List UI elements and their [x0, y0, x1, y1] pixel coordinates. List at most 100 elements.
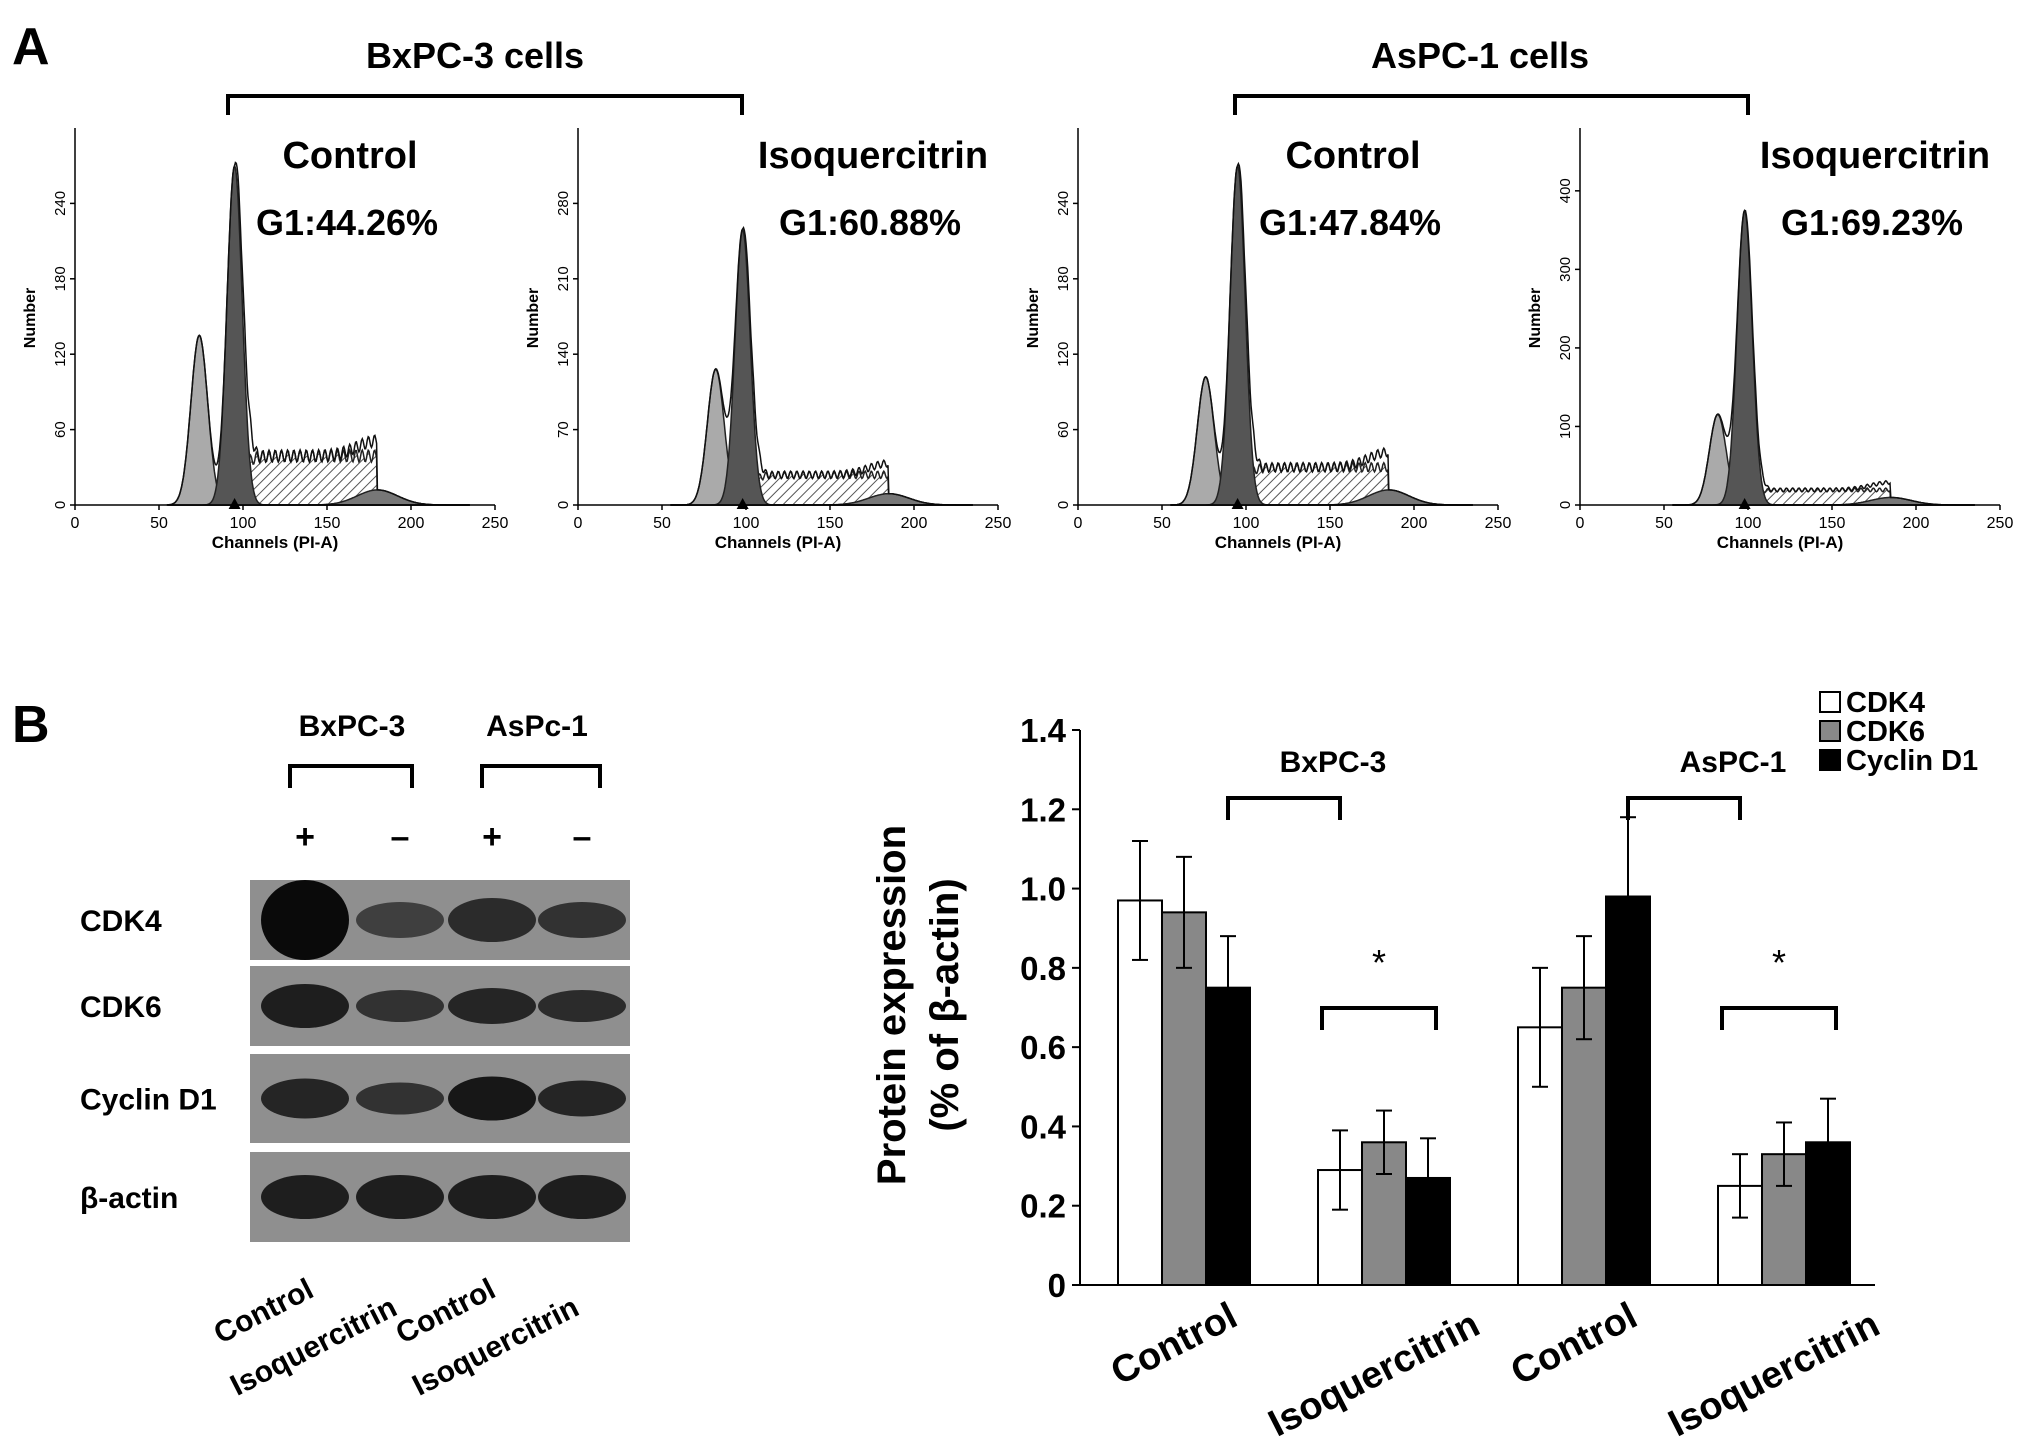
- bar-y-tick-label: 0.4: [1020, 1108, 1067, 1145]
- bar-category-label: Control: [1104, 1295, 1243, 1394]
- blot-row-label: β-actin: [80, 1182, 178, 1215]
- y-axis-label: Number: [22, 288, 39, 348]
- bar-category-label: Isoquercitrin: [1262, 1303, 1486, 1445]
- blot-cell-line: BxPC-3: [299, 710, 406, 743]
- g1-percentage: G1:47.84%: [1259, 202, 1441, 243]
- significance-bracket: [1720, 1006, 1838, 1030]
- blot-bracket: [288, 764, 414, 788]
- lane-sign: –: [391, 818, 410, 856]
- y-tick-label: 180: [52, 266, 69, 291]
- x-tick-label: 200: [398, 515, 425, 532]
- x-tick-label: 0: [574, 515, 583, 532]
- bar-y-tick-label: 0.2: [1020, 1188, 1066, 1225]
- blot-band: [448, 898, 536, 942]
- blot-band: [356, 1082, 444, 1115]
- y-axis-label: Number: [1025, 288, 1042, 348]
- bar-y-tick-label: 0: [1048, 1267, 1066, 1304]
- significance-mark: *: [1372, 942, 1386, 983]
- x-axis-label: Channels (PI-A): [1717, 533, 1844, 552]
- total-outline: [167, 161, 470, 506]
- histogram-title: Isoquercitrin: [1760, 135, 1990, 177]
- x-tick-label: 250: [482, 515, 509, 532]
- histogram-2: 0 70 140 210 280 0 50 100 150 200 250 Channels (PI-…: [525, 128, 1011, 552]
- group-left-title: BxPC-3 cells: [366, 35, 584, 76]
- y-tick-label: 70: [555, 421, 572, 438]
- x-tick-label: 250: [1987, 515, 2014, 532]
- x-tick-label: 100: [230, 515, 257, 532]
- bar-group-bracket: [1626, 796, 1742, 820]
- y-tick-label: 240: [52, 191, 69, 216]
- x-tick-label: 150: [817, 515, 844, 532]
- x-tick-label: 50: [1153, 515, 1171, 532]
- x-tick-label: 150: [1819, 515, 1846, 532]
- g1-marker-icon: [228, 498, 241, 509]
- x-axis-label: Channels (PI-A): [715, 533, 842, 552]
- legend-label: CDK6: [1846, 716, 1925, 748]
- bar-cdk6: [1161, 911, 1207, 1286]
- y-tick-label: 200: [1557, 335, 1574, 360]
- x-axis-label: Channels (PI-A): [212, 533, 339, 552]
- blot-row-label: CDK4: [80, 905, 162, 938]
- x-tick-label: 150: [1317, 515, 1344, 532]
- blot-band: [356, 990, 444, 1022]
- y-tick-label: 210: [555, 266, 572, 291]
- g1-marker-icon: [1231, 498, 1244, 509]
- bar-y-tick-label: 1.2: [1020, 791, 1066, 828]
- blot-band: [448, 988, 536, 1024]
- blot-band: [448, 1076, 536, 1121]
- group-left-bracket: [226, 94, 744, 115]
- histograms: 0 60 120 180 240 0 50 100 150 200 250 Channels (PI-…: [22, 128, 2013, 552]
- total-outline: [1672, 209, 1975, 506]
- blot-band: [261, 1078, 349, 1119]
- y-tick-label: 60: [52, 421, 69, 438]
- x-tick-label: 0: [71, 515, 80, 532]
- blot-row-label: CDK6: [80, 991, 162, 1024]
- histogram-title: Control: [1285, 135, 1420, 177]
- bar-group-label: BxPC-3: [1280, 746, 1387, 779]
- histogram-title: Isoquercitrin: [758, 135, 988, 177]
- x-tick-label: 0: [1074, 515, 1083, 532]
- bar-y-tick-label: 0.6: [1020, 1029, 1066, 1066]
- g1-percentage: G1:69.23%: [1781, 202, 1963, 243]
- bar-group-label: AsPC-1: [1680, 746, 1787, 779]
- x-tick-label: 200: [1903, 515, 1930, 532]
- g1-percentage: G1:60.88%: [779, 202, 961, 243]
- blot-band: [261, 984, 349, 1028]
- y-tick-label: 300: [1557, 257, 1574, 282]
- western-blot: BxPC-3 AsPc-1 + – + – CDK4 CDK6 Cyclin D1 β-actin…: [80, 710, 630, 1402]
- y-tick-label: 180: [1055, 266, 1072, 291]
- bar-y-tick-label: 0.8: [1020, 950, 1066, 987]
- bar-y-label: (% of β-actin): [923, 878, 967, 1131]
- lane-sign: –: [573, 818, 592, 856]
- y-tick-label: 60: [1055, 421, 1072, 438]
- y-tick-label: 0: [52, 501, 69, 509]
- panel-a-label: A: [12, 18, 50, 76]
- blot-band: [356, 1175, 444, 1219]
- y-axis-label: Number: [525, 288, 542, 348]
- bar-category-label: Control: [1504, 1295, 1643, 1394]
- histogram-3: 0 60 120 180 240 0 50 100 150 200 250 Channels (PI-…: [1025, 128, 1511, 552]
- g1-marker-icon: [736, 498, 749, 509]
- x-tick-label: 200: [1401, 515, 1428, 532]
- legend-swatch: [1819, 720, 1841, 742]
- x-tick-label: 50: [1655, 515, 1673, 532]
- bar-group-bracket: [1226, 796, 1342, 820]
- total-outline: [670, 226, 973, 506]
- blot-bracket: [480, 764, 602, 788]
- g1-percentage: G1:44.26%: [256, 202, 438, 243]
- blot-band: [538, 1080, 626, 1117]
- blot-band: [448, 1175, 536, 1219]
- blot-band: [356, 902, 444, 938]
- panel-b-label: B: [12, 696, 50, 754]
- legend-label: Cyclin D1: [1846, 745, 1978, 777]
- g1-marker-icon: [1738, 498, 1751, 509]
- y-tick-label: 0: [1557, 501, 1574, 509]
- x-tick-label: 250: [985, 515, 1012, 532]
- x-tick-label: 200: [901, 515, 928, 532]
- histogram-4: 0 100 200 300 400 0 50 100 150 200 250 Channels (PI…: [1527, 128, 2013, 552]
- x-tick-label: 100: [1735, 515, 1762, 532]
- x-tick-label: 100: [1233, 515, 1260, 532]
- y-tick-label: 0: [1055, 501, 1072, 509]
- lane-sign: +: [295, 818, 315, 856]
